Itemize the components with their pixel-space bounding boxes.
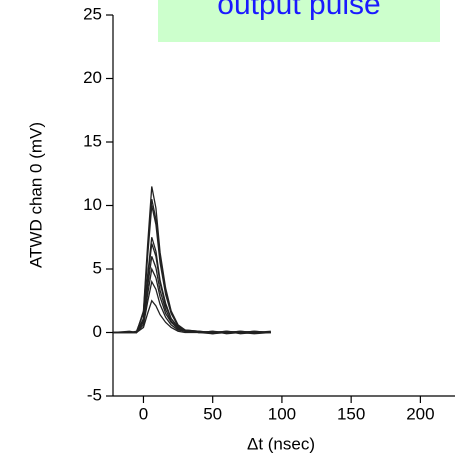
y-axis-label: ATWD chan 0 (mV) xyxy=(26,122,45,268)
x-axis-label: Δt (nsec) xyxy=(247,434,315,453)
x-tick-label: 50 xyxy=(203,404,222,423)
trace xyxy=(113,256,271,335)
trace xyxy=(113,266,271,334)
trace xyxy=(113,279,271,334)
y-tick-label: 10 xyxy=(83,195,102,214)
y-tick-label: -5 xyxy=(87,385,102,404)
x-tick-label: 150 xyxy=(337,404,365,423)
title-box xyxy=(158,0,440,42)
chart-title: output pulse xyxy=(217,0,380,21)
trace xyxy=(113,299,271,334)
trace xyxy=(113,186,271,335)
y-tick-label: 25 xyxy=(83,4,102,23)
y-tick-label: 15 xyxy=(83,131,102,150)
y-tick-label: 5 xyxy=(93,258,102,277)
y-tick-label: 0 xyxy=(93,322,102,341)
x-tick-label: 0 xyxy=(139,404,148,423)
x-tick-label: 200 xyxy=(406,404,434,423)
x-tick-label: 100 xyxy=(268,404,296,423)
trace xyxy=(113,243,271,334)
trace xyxy=(112,199,271,335)
trace xyxy=(113,237,271,335)
y-tick-label: 20 xyxy=(83,68,102,87)
trace xyxy=(113,205,271,335)
